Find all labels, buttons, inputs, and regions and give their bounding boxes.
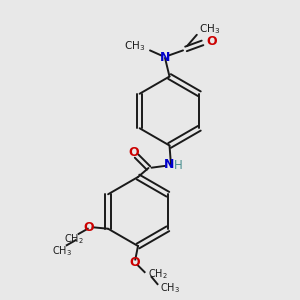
- Text: H: H: [174, 159, 183, 172]
- Text: CH$_3$: CH$_3$: [52, 244, 72, 258]
- Text: O: O: [128, 146, 139, 159]
- Text: N: N: [160, 51, 170, 64]
- Text: O: O: [206, 35, 217, 48]
- Text: CH$_3$: CH$_3$: [160, 281, 181, 295]
- Text: N: N: [164, 158, 174, 172]
- Text: CH$_3$: CH$_3$: [200, 22, 221, 36]
- Text: O: O: [83, 221, 94, 234]
- Text: CH$_3$: CH$_3$: [124, 40, 146, 53]
- Text: CH$_2$: CH$_2$: [64, 232, 84, 246]
- Text: O: O: [130, 256, 140, 269]
- Text: CH$_2$: CH$_2$: [148, 268, 168, 281]
